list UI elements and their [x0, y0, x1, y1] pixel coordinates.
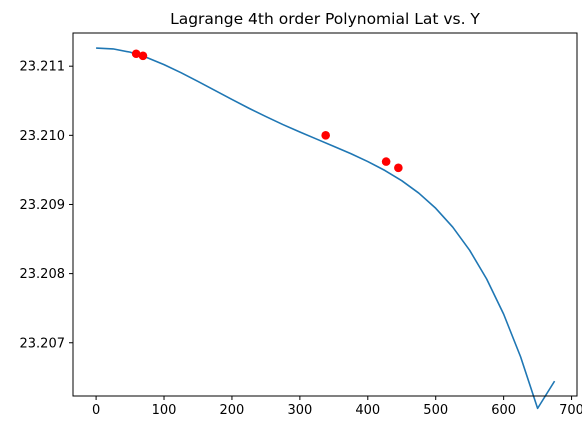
series-line — [96, 47, 556, 410]
y-tick-label: 23.207 — [20, 336, 66, 351]
y-tick-label: 23.208 — [20, 267, 66, 282]
y-tick-label: 23.210 — [20, 129, 66, 144]
plot-area: 0 100 200 300 400 500 600 700 23.207 23.208 23.209… — [20, 32, 582, 418]
data-point — [394, 163, 403, 173]
x-tick-label: 500 — [423, 403, 448, 418]
x-tick-label: 300 — [287, 403, 312, 418]
x-tick-label: 700 — [559, 403, 582, 418]
chart-title: Lagrange 4th order Polynomial Lat vs. Y — [170, 10, 480, 28]
data-point — [138, 51, 148, 61]
x-tick-label: 100 — [152, 403, 177, 418]
data-point — [321, 131, 330, 140]
y-tick-label: 23.211 — [20, 60, 66, 75]
axes-frame — [72, 32, 578, 397]
data-point — [381, 157, 391, 166]
x-tick-label: 600 — [491, 403, 516, 418]
x-tick-label: 400 — [355, 403, 380, 418]
x-tick-label: 200 — [220, 403, 245, 418]
data-point — [131, 49, 141, 59]
y-tick-label: 23.209 — [20, 198, 66, 213]
x-tick-label: 0 — [92, 403, 100, 418]
